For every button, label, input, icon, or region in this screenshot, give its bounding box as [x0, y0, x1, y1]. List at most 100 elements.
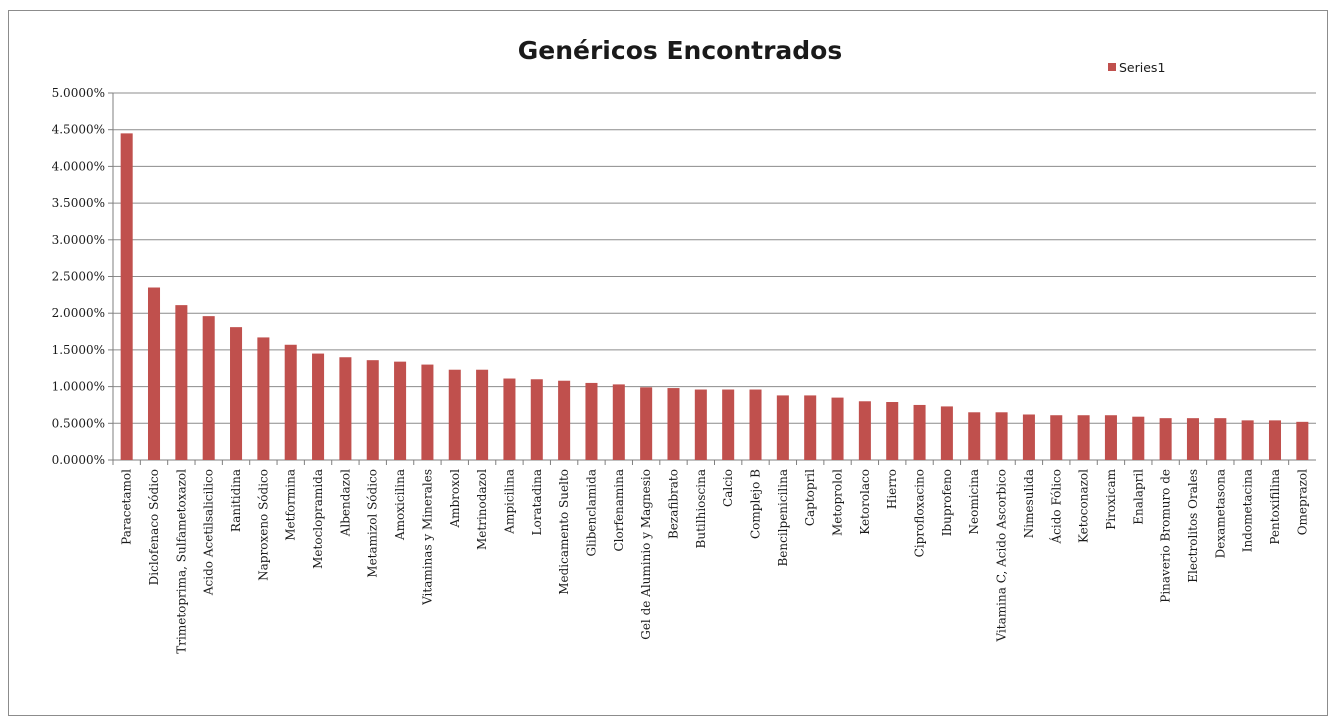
bar [1022, 414, 1035, 460]
bar [421, 364, 434, 460]
bar [1077, 415, 1090, 460]
legend-swatch [1108, 63, 1116, 71]
x-tick-label: Trimetoprima, Sulfametoxazol [174, 469, 188, 654]
x-tick-label: Nimesulida [1022, 469, 1036, 538]
bar [694, 389, 707, 460]
bar [667, 388, 680, 460]
x-tick-label: Pentoxifilina [1268, 469, 1282, 545]
x-tick-label: Vitaminas y Minerales [420, 469, 434, 606]
x-tick-label: Ketorolaco [858, 469, 872, 535]
x-tick-label: Neomicina [967, 469, 981, 534]
x-tick-label: Vitamina C, Acido Ascorbico [995, 469, 1009, 642]
bar [585, 382, 598, 460]
y-tick-label: 2.5000% [52, 270, 105, 284]
y-tick-label: 5.0000% [52, 86, 105, 100]
x-axis-labels: Paracetamol Diclofenaco Sódico Trimetoprim… [112, 460, 1309, 654]
bar [530, 379, 543, 460]
bar [175, 305, 188, 460]
x-tick-label: Ambroxol [448, 469, 462, 529]
bar [394, 361, 407, 460]
bar [366, 360, 379, 460]
x-tick-label: Ciprofloxacino [913, 469, 927, 557]
x-tick-label: Captopril [803, 469, 817, 526]
bar [804, 395, 817, 460]
x-tick-label: Dexametasona [1213, 469, 1227, 558]
bar [968, 412, 981, 460]
bar [640, 387, 653, 460]
bar [476, 369, 489, 460]
y-tick-label: 0.5000% [52, 416, 105, 430]
bar [448, 369, 461, 460]
x-tick-label: Amoxicilina [393, 469, 407, 541]
bar [1296, 421, 1309, 460]
bar [749, 389, 762, 460]
bar [503, 378, 516, 460]
x-tick-label: Diclofenaco Sódico [147, 469, 161, 585]
bar [147, 287, 161, 460]
bar [1214, 418, 1227, 460]
y-tick-label: 3.5000% [52, 196, 105, 210]
x-tick-label: Ibuprofeno [940, 469, 954, 536]
bar [1268, 420, 1282, 460]
x-tick-label: Gel de Aluminio y Magnesio [639, 469, 653, 640]
x-tick-label: Ranitidina [229, 469, 243, 532]
x-tick-label: Metoclopramida [311, 469, 325, 569]
bar [230, 327, 243, 460]
legend: Series1 [1108, 60, 1165, 75]
bar [1159, 418, 1172, 460]
x-tick-label: Glibenclamida [584, 469, 598, 557]
bar [1104, 415, 1117, 460]
x-tick-label: Pinaverio Bromuro de [1159, 469, 1173, 603]
bar [1132, 416, 1145, 460]
x-tick-label: Butilhioscina [694, 469, 708, 548]
bar [612, 384, 625, 460]
x-tick-label: Ampicilina [502, 469, 516, 535]
x-tick-label: Medicamento Suelto [557, 469, 571, 595]
x-tick-label: Bezafibrato [666, 469, 680, 539]
y-axis-ticks: 0.0000% 0.5000% 1.0000% 1.5000% 2.0000% 2.500… [52, 86, 105, 467]
bar [202, 316, 215, 460]
bar [120, 133, 133, 460]
bar [312, 353, 325, 460]
bar [1186, 418, 1199, 460]
x-tick-label: Acido Acetilsalicilico [202, 469, 216, 596]
x-tick-label: Albendazol [338, 469, 352, 537]
x-tick-label: Paracetamol [120, 469, 134, 545]
bar [257, 337, 270, 460]
y-tick-label: 0.0000% [52, 453, 105, 467]
x-tick-label: Electrolitos Orales [1186, 469, 1200, 583]
chart-frame: 0.0000% 0.5000% 1.0000% 1.5000% 2.0000% 2.500… [8, 10, 1328, 716]
x-tick-label: Omeprazol [1295, 469, 1309, 535]
bar [1050, 415, 1063, 460]
x-tick-label: Clorfenamina [612, 469, 626, 552]
bar [722, 389, 735, 460]
x-tick-label: Enalapril [1131, 469, 1145, 525]
x-tick-label: Metamizol Sódico [366, 469, 380, 578]
bar [558, 380, 571, 460]
x-tick-label: Hierro [885, 469, 899, 509]
bars [120, 133, 1309, 460]
bar [913, 404, 926, 460]
bar [858, 401, 871, 460]
y-tick-label: 4.5000% [52, 123, 105, 137]
bar [831, 397, 844, 460]
x-tick-label: Calcio [721, 469, 735, 507]
legend-label: Series1 [1119, 60, 1165, 75]
x-tick-label: Metrinodazol [475, 469, 489, 550]
y-tick-label: 1.5000% [52, 343, 105, 357]
x-tick-label: Indometacina [1241, 469, 1255, 552]
bar [940, 406, 953, 460]
bar-chart: 0.0000% 0.5000% 1.0000% 1.5000% 2.0000% 2.500… [52, 36, 1316, 654]
x-tick-label: Metoprolol [831, 469, 845, 536]
bar [1241, 420, 1254, 460]
x-tick-label: Naproxeno Sódico [256, 469, 270, 581]
x-tick-label: Ácido Fólico [1048, 469, 1063, 544]
x-tick-label: Bencilpenicilina [776, 469, 790, 567]
y-tick-label: 4.0000% [52, 159, 105, 173]
x-tick-label: Metformina [284, 469, 298, 541]
y-tick-label: 1.0000% [52, 380, 105, 394]
x-tick-label: Loratadina [530, 469, 544, 535]
y-tick-label: 2.0000% [52, 306, 105, 320]
x-tick-label: Complejo B [749, 469, 763, 539]
x-tick-label: Piroxicam [1104, 468, 1118, 529]
